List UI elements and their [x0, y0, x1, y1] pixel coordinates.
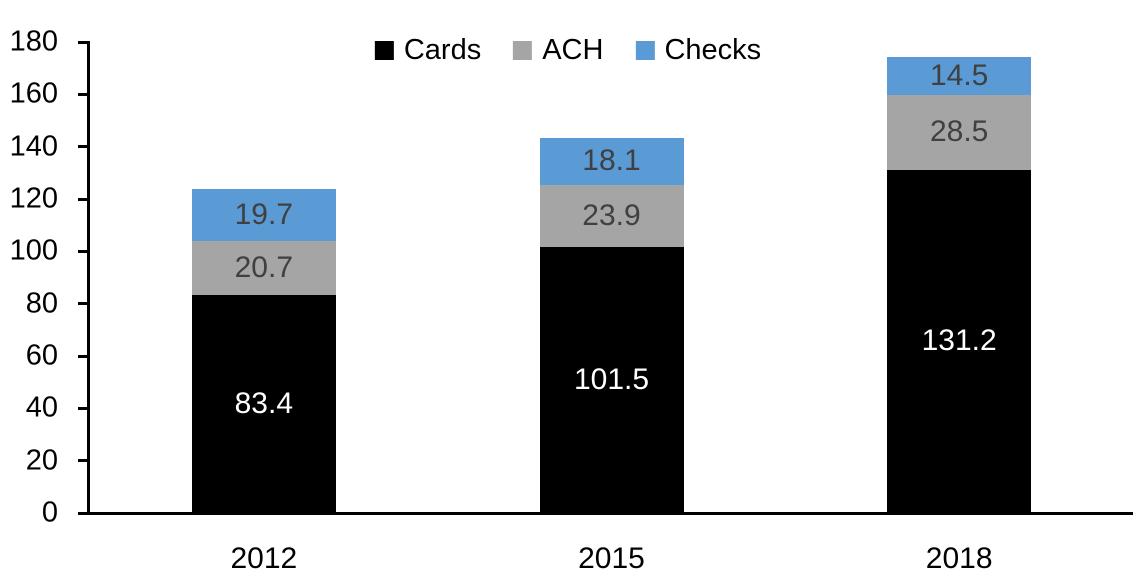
y-axis-tick-mark: [78, 302, 88, 306]
bar-segment-checks-2018: 14.5: [887, 57, 1032, 96]
y-axis-tick-label: 120: [9, 182, 58, 215]
y-axis-tick-label: 40: [25, 391, 58, 424]
y-axis-tick-label: 160: [9, 77, 58, 110]
bar-segment-value-label: 131.2: [921, 324, 997, 358]
y-axis-tick-label: 180: [9, 25, 58, 58]
y-axis-tick-mark: [78, 249, 88, 253]
y-axis-tick-mark: [78, 40, 88, 44]
x-axis-label-2015: 2015: [578, 542, 645, 575]
bar-segment-checks-2012: 19.7: [191, 189, 336, 241]
legend: Cards ACH Checks: [374, 34, 761, 66]
y-axis-tick-label: 80: [25, 287, 58, 320]
y-axis-line: [87, 40, 90, 515]
legend-item-cards: Cards: [374, 34, 482, 66]
legend-label: Cards: [403, 34, 482, 66]
legend-swatch-checks: [635, 41, 655, 60]
bar-segment-value-label: 19.7: [234, 197, 294, 231]
bar-segment-value-label: 20.7: [234, 250, 294, 284]
bar-segment-value-label: 18.1: [582, 144, 641, 178]
legend-label: ACH: [542, 34, 604, 66]
legend-swatch-cards: [374, 41, 394, 60]
bar-segment-value-label: 14.5: [929, 59, 989, 93]
y-axis-tick-label: 20: [25, 444, 58, 477]
bar-segment-checks-2015: 18.1: [539, 137, 684, 185]
bar-segment-value-label: 28.5: [929, 115, 989, 149]
y-axis-tick-label: 140: [9, 130, 58, 163]
bar-segment-cards-2015: 101.5: [539, 247, 684, 513]
x-axis-label-2018: 2018: [925, 542, 993, 575]
y-axis-tick-label: 0: [41, 496, 58, 529]
y-axis-tick-label: 60: [25, 339, 58, 372]
y-axis-tick-mark: [78, 354, 88, 358]
y-axis-tick-mark: [78, 459, 88, 463]
x-axis-line: [78, 511, 1133, 515]
y-axis-tick-mark: [78, 145, 88, 149]
bar-segment-ach-2018: 28.5: [887, 95, 1032, 170]
legend-item-checks: Checks: [635, 36, 761, 65]
bar-segment-value-label: 101.5: [573, 363, 650, 397]
legend-swatch-ach: [513, 41, 533, 60]
y-axis-tick-label: 100: [9, 234, 58, 267]
bar-segment-ach-2015: 23.9: [539, 184, 684, 248]
bar-segment-value-label: 83.4: [234, 386, 294, 420]
legend-label: Checks: [664, 34, 762, 66]
bar-segment-cards-2018: 131.2: [887, 169, 1032, 513]
y-axis-tick-mark: [78, 92, 88, 96]
bar-segment-value-label: 23.9: [582, 199, 641, 233]
bar-segment-ach-2012: 20.7: [191, 240, 336, 295]
y-axis-tick-mark: [78, 406, 88, 410]
bar-segment-cards-2012: 83.4: [191, 294, 336, 513]
x-axis-label-2012: 2012: [230, 542, 298, 575]
y-axis-tick-mark: [78, 197, 88, 201]
legend-item-ach: ACH: [513, 36, 603, 65]
